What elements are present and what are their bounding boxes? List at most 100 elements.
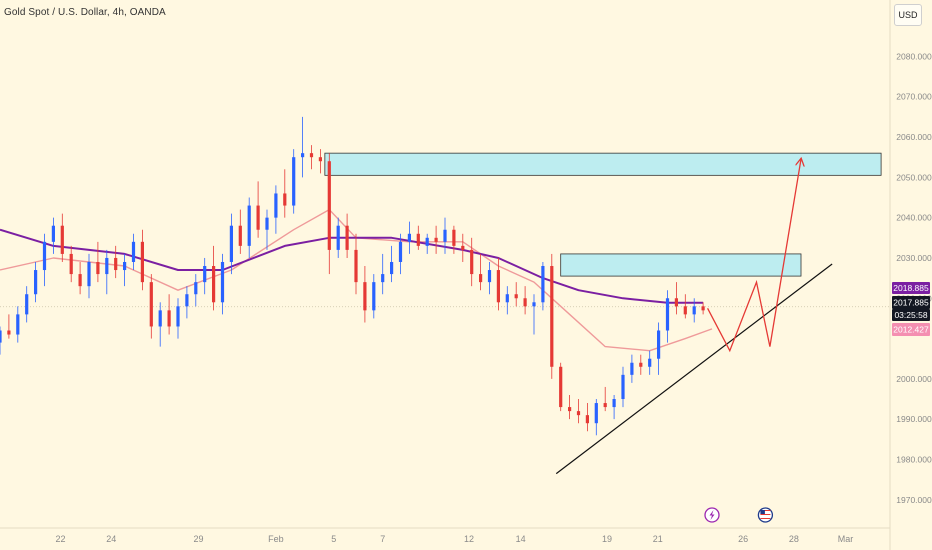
ma-fast-tag: 2012.427 bbox=[892, 323, 930, 336]
candle-body bbox=[657, 330, 661, 359]
time-axis[interactable]: 22 24 29 Feb 5 7 12 14 19 21 26 28 Mar bbox=[56, 534, 854, 544]
candle-body bbox=[550, 266, 554, 367]
candle-body bbox=[176, 306, 180, 327]
candle-body bbox=[470, 249, 474, 275]
candle-body bbox=[212, 266, 216, 303]
candle bbox=[585, 403, 589, 432]
candle-body bbox=[585, 415, 589, 424]
y-tick-label: 1970.000 bbox=[896, 495, 932, 505]
event-markers bbox=[704, 507, 774, 523]
candle bbox=[229, 213, 233, 275]
candle bbox=[69, 245, 73, 283]
x-tick-label: 7 bbox=[380, 534, 385, 544]
candle bbox=[674, 282, 678, 315]
candle bbox=[532, 294, 536, 335]
candle bbox=[470, 237, 474, 287]
x-tick-label: 26 bbox=[738, 534, 748, 544]
candle-body bbox=[532, 302, 536, 307]
candle-body bbox=[194, 282, 198, 295]
candle bbox=[443, 217, 447, 254]
candle-body bbox=[283, 193, 287, 206]
trendline bbox=[555, 263, 833, 475]
candle-body bbox=[496, 270, 500, 303]
candle bbox=[60, 213, 64, 262]
y-tick-label: 1990.000 bbox=[896, 414, 932, 424]
x-tick-label: 5 bbox=[331, 534, 336, 544]
candle bbox=[354, 233, 358, 295]
grid bbox=[0, 0, 891, 550]
candle bbox=[692, 298, 696, 323]
candle-body bbox=[105, 257, 109, 275]
candle-body bbox=[25, 294, 29, 315]
ma-slow-tag-bg bbox=[892, 282, 930, 294]
candle bbox=[42, 233, 47, 287]
candle bbox=[514, 282, 518, 307]
candle bbox=[505, 286, 509, 315]
price-axis[interactable]: 2080.000 2070.000 2060.000 2050.000 2040.000… bbox=[896, 51, 932, 504]
candle-body bbox=[425, 237, 429, 246]
candle bbox=[657, 322, 661, 375]
x-tick-label: 14 bbox=[516, 534, 526, 544]
candle bbox=[283, 169, 287, 218]
candle bbox=[212, 245, 216, 311]
candle bbox=[176, 298, 180, 339]
candle bbox=[621, 366, 625, 408]
candle-body bbox=[301, 153, 305, 158]
lightning-icon[interactable] bbox=[704, 507, 720, 523]
candle bbox=[167, 294, 171, 335]
candle bbox=[434, 225, 438, 254]
candle-body bbox=[149, 282, 153, 327]
candle-body bbox=[131, 241, 136, 262]
candle bbox=[25, 286, 29, 323]
candle-body bbox=[203, 266, 207, 283]
candle bbox=[381, 253, 385, 295]
y-tick-label: 2080.000 bbox=[896, 51, 932, 61]
candle bbox=[7, 314, 11, 339]
candle bbox=[701, 302, 705, 315]
flag-stripe bbox=[760, 512, 771, 513]
y-tick-label: 2060.000 bbox=[896, 132, 932, 142]
x-tick-label: 24 bbox=[106, 534, 116, 544]
candle bbox=[149, 274, 153, 339]
lightning-glyph bbox=[709, 510, 715, 520]
candle bbox=[131, 233, 136, 271]
candle bbox=[292, 149, 296, 214]
supply-zone bbox=[324, 152, 882, 176]
candle bbox=[105, 249, 109, 295]
candle-body bbox=[327, 161, 331, 250]
candle bbox=[639, 354, 643, 375]
candle-body bbox=[0, 330, 2, 343]
candle-body bbox=[229, 225, 233, 262]
candle-body bbox=[78, 274, 82, 287]
candle-body bbox=[51, 225, 55, 242]
candle-body bbox=[96, 261, 100, 275]
candle-body bbox=[34, 270, 38, 295]
candle bbox=[123, 253, 127, 287]
candle bbox=[496, 257, 500, 311]
candle bbox=[247, 197, 251, 258]
candle bbox=[114, 245, 118, 279]
candle bbox=[630, 354, 634, 383]
candle bbox=[407, 221, 411, 254]
candle-body bbox=[158, 310, 162, 327]
x-tick-label: Mar bbox=[838, 534, 854, 544]
candle-body bbox=[123, 261, 127, 271]
candle bbox=[425, 233, 429, 254]
candle bbox=[140, 229, 144, 291]
candle bbox=[194, 274, 198, 307]
candle bbox=[568, 394, 572, 420]
x-tick-label: 28 bbox=[789, 534, 799, 544]
candle bbox=[390, 245, 394, 283]
candle-body bbox=[265, 217, 269, 230]
currency-button[interactable]: USD bbox=[894, 4, 922, 26]
candle bbox=[34, 261, 38, 303]
candle-body bbox=[612, 399, 616, 408]
countdown-tag-text: 03:25:58 bbox=[894, 310, 927, 320]
candle-body bbox=[479, 274, 483, 283]
candle-body bbox=[318, 157, 322, 162]
candle-body bbox=[292, 157, 296, 206]
us-flag-icon[interactable] bbox=[757, 507, 774, 523]
price-tags: 2018.885 2017.885 03:25:58 2012.427 bbox=[892, 282, 930, 336]
